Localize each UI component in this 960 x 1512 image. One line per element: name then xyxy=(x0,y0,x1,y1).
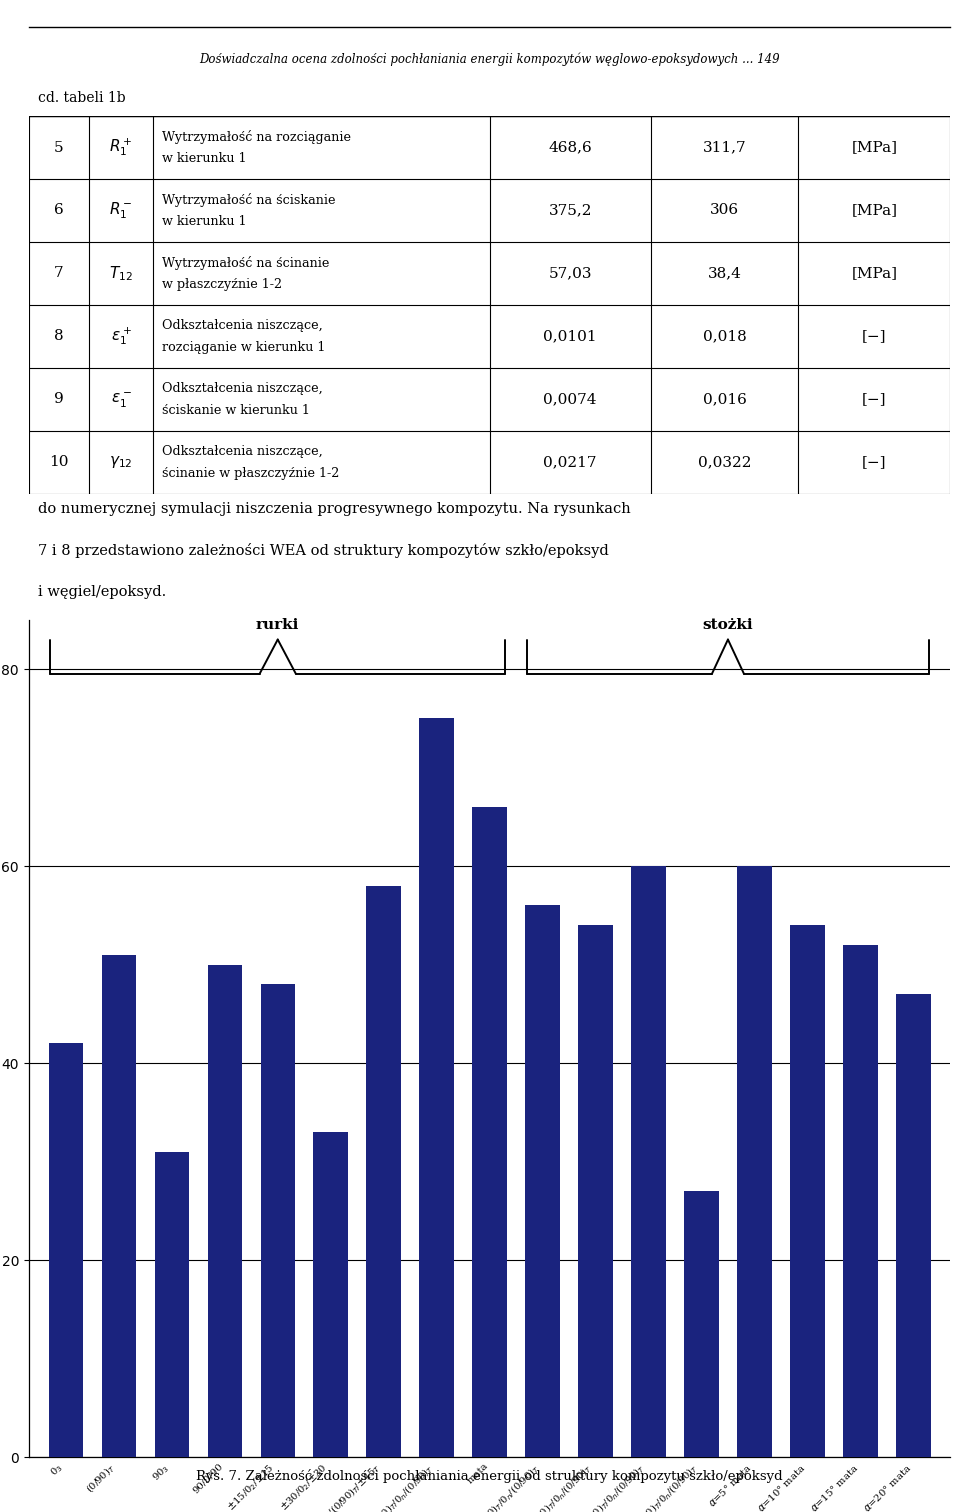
Bar xyxy=(207,965,242,1458)
Bar xyxy=(896,993,930,1458)
Bar xyxy=(314,1132,348,1458)
Text: 468,6: 468,6 xyxy=(548,141,592,154)
Text: 8: 8 xyxy=(54,330,63,343)
Text: 306: 306 xyxy=(710,204,739,218)
Text: [−]: [−] xyxy=(862,455,887,469)
Text: [MPa]: [MPa] xyxy=(852,266,898,280)
Text: Rys. 7. Zależność zdolności pochłaniania energii od struktury kompozytu szkło/ep: Rys. 7. Zależność zdolności pochłaniania… xyxy=(196,1470,783,1483)
Text: ścinanie w płaszczyźnie 1-2: ścinanie w płaszczyźnie 1-2 xyxy=(162,467,340,479)
Text: rozciąganie w kierunku 1: rozciąganie w kierunku 1 xyxy=(162,340,325,354)
Bar xyxy=(472,807,507,1458)
Text: $R_1^-$: $R_1^-$ xyxy=(109,200,132,221)
Bar xyxy=(632,866,665,1458)
Text: ściskanie w kierunku 1: ściskanie w kierunku 1 xyxy=(162,404,310,417)
Bar xyxy=(737,866,772,1458)
Text: Wytrzymałość na ścinanie: Wytrzymałość na ścinanie xyxy=(162,256,330,269)
Text: cd. tabeli 1b: cd. tabeli 1b xyxy=(38,91,126,104)
Text: $\varepsilon_1^-$: $\varepsilon_1^-$ xyxy=(110,390,132,408)
Text: rurki: rurki xyxy=(256,617,300,632)
Text: 0,0217: 0,0217 xyxy=(543,455,597,469)
Text: w kierunku 1: w kierunku 1 xyxy=(162,151,247,165)
Text: 57,03: 57,03 xyxy=(548,266,592,280)
Text: 0,0322: 0,0322 xyxy=(698,455,752,469)
Text: 6: 6 xyxy=(54,204,63,218)
Text: Odkształcenia niszczące,: Odkształcenia niszczące, xyxy=(162,319,324,333)
Text: 0,018: 0,018 xyxy=(703,330,747,343)
Bar xyxy=(102,954,136,1458)
Text: 0,016: 0,016 xyxy=(703,393,747,407)
Text: [MPa]: [MPa] xyxy=(852,141,898,154)
Bar xyxy=(260,984,295,1458)
Text: Odkształcenia niszczące,: Odkształcenia niszczące, xyxy=(162,383,324,395)
Bar xyxy=(49,1043,84,1458)
Text: do numerycznej symulacji niszczenia progresywnego kompozytu. Na rysunkach: do numerycznej symulacji niszczenia prog… xyxy=(38,502,631,516)
Text: 38,4: 38,4 xyxy=(708,266,741,280)
Bar xyxy=(684,1191,719,1458)
Text: [−]: [−] xyxy=(862,330,887,343)
Text: 311,7: 311,7 xyxy=(703,141,747,154)
Text: Doświadczalna ocena zdolności pochłaniania energii kompozytów węglowo-epoksydowy: Doświadczalna ocena zdolności pochłanian… xyxy=(200,53,780,67)
Text: 5: 5 xyxy=(54,141,63,154)
Text: Odkształcenia niszczące,: Odkształcenia niszczące, xyxy=(162,445,324,458)
Text: $R_1^+$: $R_1^+$ xyxy=(109,136,132,159)
Text: $T_{12}$: $T_{12}$ xyxy=(109,265,132,283)
Text: w kierunku 1: w kierunku 1 xyxy=(162,215,247,228)
Text: 7: 7 xyxy=(54,266,63,280)
Text: 375,2: 375,2 xyxy=(548,204,592,218)
Text: 7 i 8 przedstawiono zależności WEA od struktury kompozytów szkło/epoksyd: 7 i 8 przedstawiono zależności WEA od st… xyxy=(38,543,609,558)
Bar xyxy=(578,925,612,1458)
Bar xyxy=(155,1152,189,1458)
Text: stożki: stożki xyxy=(703,617,754,632)
Text: i węgiel/epoksyd.: i węgiel/epoksyd. xyxy=(38,585,166,599)
Text: $\gamma_{12}$: $\gamma_{12}$ xyxy=(109,455,132,470)
Text: $\varepsilon_1^+$: $\varepsilon_1^+$ xyxy=(110,325,132,348)
Text: [MPa]: [MPa] xyxy=(852,204,898,218)
Text: 0,0074: 0,0074 xyxy=(543,393,597,407)
Bar xyxy=(367,886,401,1458)
Text: Wytrzymałość na rozciąganie: Wytrzymałość na rozciąganie xyxy=(162,130,351,144)
Bar xyxy=(843,945,877,1458)
Bar xyxy=(420,718,454,1458)
Bar xyxy=(790,925,825,1458)
Bar xyxy=(525,906,560,1458)
Text: w płaszczyźnie 1-2: w płaszczyźnie 1-2 xyxy=(162,278,282,290)
Text: 9: 9 xyxy=(54,393,63,407)
Text: 0,0101: 0,0101 xyxy=(543,330,597,343)
Text: Wytrzymałość na ściskanie: Wytrzymałość na ściskanie xyxy=(162,194,336,207)
Text: 10: 10 xyxy=(49,455,68,469)
Text: [−]: [−] xyxy=(862,393,887,407)
